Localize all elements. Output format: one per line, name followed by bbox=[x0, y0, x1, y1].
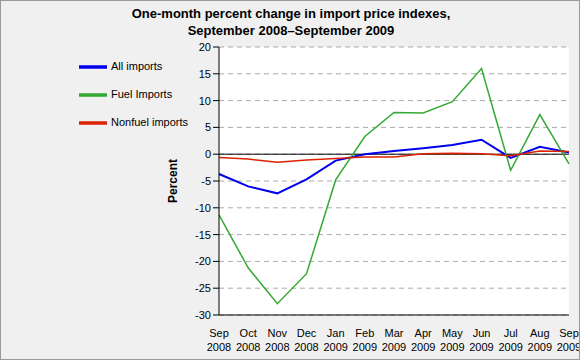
html-text:Nonfuel imports: Nonfuel imports bbox=[111, 115, 188, 128]
svg-text:-15: -15 bbox=[195, 229, 211, 241]
svg-text:Oct2008: Oct2008 bbox=[236, 327, 260, 353]
html-text:All imports: All imports bbox=[111, 59, 163, 72]
svg-text:May2009: May2009 bbox=[440, 327, 464, 353]
svg-text:Dec2008: Dec2008 bbox=[294, 327, 318, 353]
svg-text:Nov2008: Nov2008 bbox=[265, 327, 289, 353]
svg-text:20: 20 bbox=[199, 41, 211, 53]
svg-text:Aug2009: Aug2009 bbox=[528, 327, 552, 353]
svg-text:15: 15 bbox=[199, 68, 211, 80]
svg-text:Sep2008: Sep2008 bbox=[207, 327, 231, 353]
svg-text:Percent: Percent bbox=[166, 159, 180, 203]
svg-text:Feb2009: Feb2009 bbox=[353, 327, 377, 353]
svg-text:10: 10 bbox=[199, 95, 211, 107]
svg-text:0: 0 bbox=[205, 148, 211, 160]
svg-text:Jun2009: Jun2009 bbox=[469, 327, 493, 353]
html-text:September 2008–September 2009: September 2008–September 2009 bbox=[187, 23, 395, 38]
html-text:Fuel Imports: Fuel Imports bbox=[111, 87, 173, 100]
svg-text:Mar2009: Mar2009 bbox=[382, 327, 406, 353]
svg-text:Jul2009: Jul2009 bbox=[498, 327, 522, 353]
svg-text:5: 5 bbox=[205, 121, 211, 133]
svg-text:-5: -5 bbox=[201, 175, 211, 187]
svg-text:-10: -10 bbox=[195, 202, 211, 214]
svg-text:-25: -25 bbox=[195, 282, 211, 294]
svg-text:Sep2009: Sep2009 bbox=[557, 327, 572, 353]
svg-text:-30: -30 bbox=[195, 309, 211, 321]
html-text:One-month percent change in im: One-month percent change in import price… bbox=[131, 6, 451, 21]
svg-text:-20: -20 bbox=[195, 255, 211, 267]
svg-text:Apr2009: Apr2009 bbox=[411, 327, 435, 353]
svg-text:Jan2009: Jan2009 bbox=[323, 327, 347, 353]
